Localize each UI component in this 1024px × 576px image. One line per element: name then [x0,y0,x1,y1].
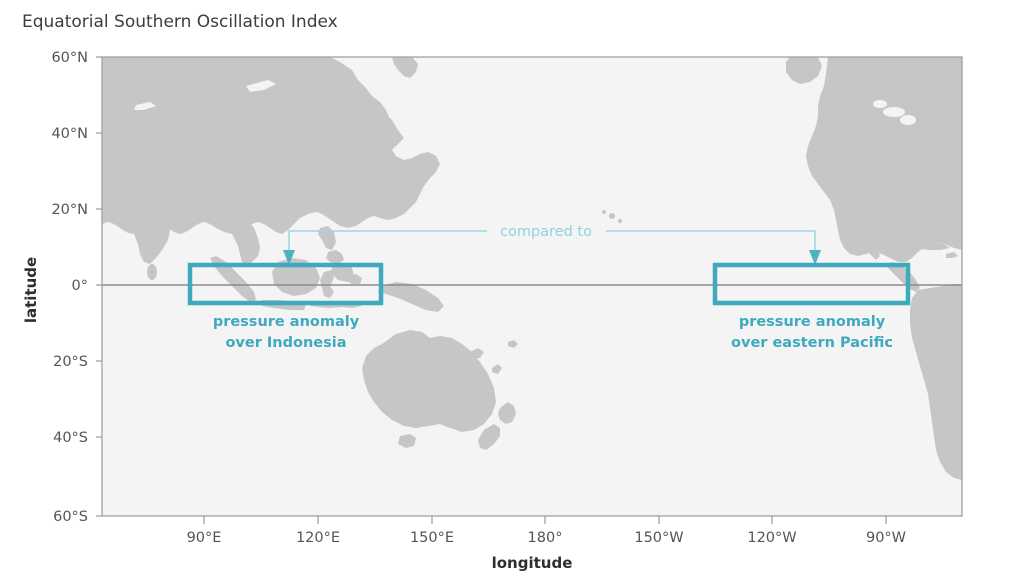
landmass-layer [102,57,962,480]
southeast-asia-peninsula [226,212,260,266]
borneo-landmass [272,258,320,296]
japan-kyushu-landmass [352,148,364,162]
alaska-landmass [786,57,822,84]
eurasia-landmass [102,57,440,234]
hawaii-island-3-landmass [602,210,606,214]
hainan-landmass [305,202,315,210]
plot-area [101,56,963,517]
page-title: Equatorial Southern Oscillation Index [22,12,338,32]
eastern-pacific-label-line2: over eastern Pacific [731,335,893,351]
new-zealand-north-landmass [498,402,516,424]
sumatra-landmass [210,256,256,302]
compared-to-label: compared to [500,224,592,240]
x-tick-label-90w: 90°W [866,530,906,546]
y-tick-label-0: 0° [72,278,88,294]
y-tick-label-60s: 60°S [53,509,88,525]
y-tick-marks [96,56,102,517]
philippines-visayas-landmass [326,250,344,264]
eastern-pacific-region-box[interactable] [712,262,911,306]
y-tick-label-40s: 40°S [53,430,88,446]
india-landmass [120,200,170,264]
indonesia-label-line2: over Indonesia [225,335,346,351]
arrowhead-left-icon [283,250,295,265]
japan-landmass [370,96,390,126]
north-america-landmass [806,57,962,262]
indonesia-label-line1: pressure anomaly [213,314,360,330]
taiwan-landmass [334,183,342,201]
caribbean-islands-landmass [918,242,958,258]
pacific-islands-landmass [470,340,518,374]
korea-landmass [334,130,348,156]
y-tick-label-20s: 20°S [53,354,88,370]
y-tick-label-60n: 60°N [51,50,88,66]
annotation-layer: compared to pressure anomaly over Indone… [187,224,911,351]
connector-left-arm [288,230,487,258]
indonesia-region-box[interactable] [187,262,384,306]
philippines-luzon-landmass [318,226,336,250]
arrowhead-right-icon [809,250,821,265]
connector-right-arm [606,230,816,258]
eastern-pacific-label-line1: pressure anomaly [739,314,886,330]
x-axis: 90°E 120°E 150°E 180° 150°W 120°W 90°W l… [187,516,906,572]
sri-lanka-landmass [147,264,157,280]
x-tick-label-120e: 120°E [296,530,340,546]
great-lakes [873,100,916,125]
tasmania-landmass [398,434,416,448]
maluku-landmass [346,274,362,284]
x-tick-label-120w: 120°W [747,530,796,546]
x-tick-label-150e: 150°E [410,530,454,546]
plot-frame [101,56,963,517]
y-axis-title: latitude [22,257,40,323]
y-tick-label-20n: 20°N [51,202,88,218]
baja-california-landmass [858,230,880,260]
kamchatka-landmass [392,57,418,78]
australia-landmass [362,330,496,432]
hawaii-island-2-landmass [617,218,623,224]
x-tick-label-90e: 90°E [187,530,222,546]
x-axis-title: longitude [492,554,573,572]
sulawesi-landmass [320,270,334,298]
x-tick-marks [203,516,887,524]
y-tick-label-40n: 40°N [51,126,88,142]
hawaii-island-landmass [609,213,615,219]
eurasia-lakes [134,80,276,110]
x-tick-label-150w: 150°W [634,530,683,546]
new-zealand-south-landmass [478,424,500,450]
japan-honshu-landmass [360,128,386,152]
x-tick-label-180: 180° [528,530,563,546]
y-axis: 60°N 40°N 20°N 0° 20°S 40°S 60°S latitud… [22,50,102,525]
new-guinea-landmass [378,282,444,312]
south-america-landmass [910,284,962,480]
